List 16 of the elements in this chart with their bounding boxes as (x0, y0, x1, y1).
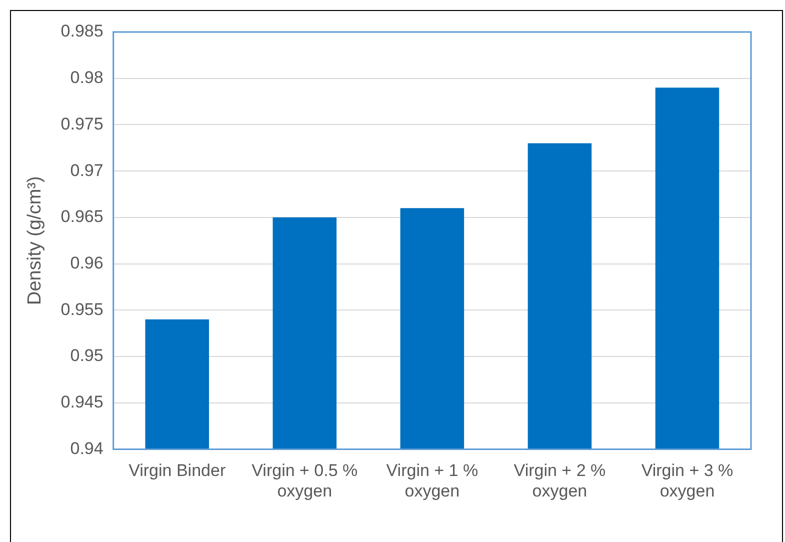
x-tick-label: Virgin + 2 % oxygen (514, 461, 606, 500)
x-tick-label: Virgin Binder (128, 461, 226, 480)
y-tick-label: 0.94 (70, 438, 104, 458)
y-tick-label: 0.945 (60, 392, 104, 412)
y-tick-label: 0.97 (70, 160, 104, 180)
x-tick-label: Virgin + 3 % oxygen (641, 461, 734, 500)
y-tick-label: 0.96 (70, 253, 104, 272)
y-tick-label: 0.985 (60, 22, 104, 41)
x-tick-label: Virgin + 1 % oxygen (386, 461, 478, 500)
y-tick-label: 0.975 (60, 114, 104, 134)
y-tick-label: 0.95 (70, 346, 104, 366)
y-tick-label: 0.955 (60, 300, 104, 319)
x-tick-label: Virgin + 0.5 % oxygen (252, 461, 358, 500)
y-tick-label: 0.98 (70, 68, 104, 88)
y-tick-label: 0.965 (60, 207, 104, 226)
y-axis-title: Density (g/cm³) (24, 176, 46, 305)
